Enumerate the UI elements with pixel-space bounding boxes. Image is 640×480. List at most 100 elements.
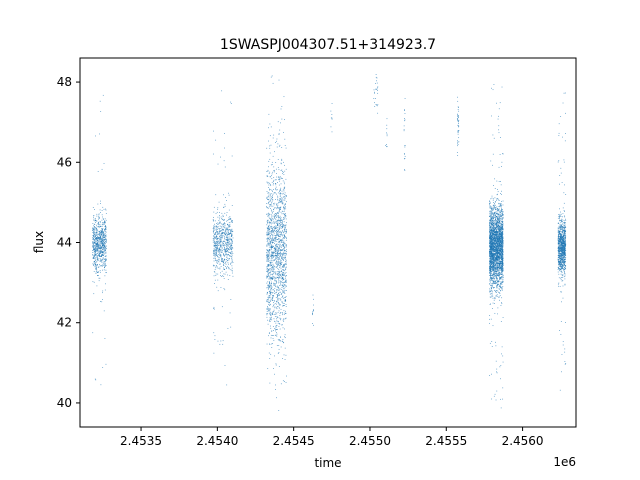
data-point bbox=[96, 228, 98, 230]
data-point bbox=[491, 232, 493, 234]
data-point bbox=[101, 266, 103, 267]
data-point bbox=[386, 128, 388, 130]
data-point bbox=[272, 155, 274, 157]
data-point bbox=[215, 139, 217, 141]
data-point bbox=[230, 299, 232, 300]
data-point bbox=[489, 257, 491, 259]
data-point bbox=[494, 268, 496, 269]
data-point bbox=[226, 220, 228, 222]
data-point bbox=[218, 232, 220, 234]
data-point bbox=[498, 252, 500, 254]
data-point bbox=[225, 239, 227, 241]
data-point bbox=[101, 210, 103, 211]
data-point bbox=[272, 292, 273, 294]
data-point bbox=[501, 277, 503, 278]
data-point bbox=[227, 257, 229, 259]
data-point bbox=[280, 170, 282, 171]
data-point bbox=[282, 284, 283, 286]
data-point bbox=[223, 240, 225, 242]
data-point bbox=[282, 192, 284, 194]
data-point bbox=[93, 258, 94, 259]
data-point bbox=[103, 224, 105, 225]
data-point bbox=[495, 270, 497, 272]
data-point bbox=[103, 248, 105, 249]
data-point bbox=[224, 244, 226, 246]
data-point bbox=[268, 199, 270, 201]
data-point bbox=[275, 283, 276, 285]
data-point bbox=[494, 218, 496, 220]
data-point bbox=[268, 198, 269, 200]
data-point bbox=[282, 319, 284, 321]
data-point bbox=[502, 267, 504, 269]
data-point bbox=[276, 306, 278, 308]
data-point bbox=[223, 288, 225, 289]
data-point bbox=[273, 252, 274, 253]
data-point bbox=[330, 110, 332, 112]
data-point bbox=[94, 245, 96, 247]
data-point bbox=[280, 284, 282, 286]
data-point bbox=[231, 250, 232, 252]
data-point bbox=[502, 269, 504, 271]
data-point bbox=[502, 242, 504, 244]
data-point bbox=[275, 257, 277, 259]
data-point bbox=[501, 286, 503, 288]
data-point bbox=[494, 274, 495, 276]
data-point bbox=[266, 213, 268, 215]
data-point bbox=[105, 208, 106, 210]
data-point bbox=[284, 252, 286, 254]
data-point bbox=[498, 232, 500, 234]
data-point bbox=[495, 262, 497, 264]
data-point bbox=[501, 303, 503, 305]
data-point bbox=[103, 208, 105, 210]
data-point bbox=[278, 253, 280, 254]
data-point bbox=[501, 208, 502, 210]
data-point bbox=[99, 264, 100, 265]
data-point bbox=[271, 239, 273, 241]
data-point bbox=[100, 241, 102, 242]
data-point bbox=[494, 276, 495, 278]
data-point bbox=[279, 291, 281, 293]
data-point bbox=[496, 223, 498, 225]
data-point bbox=[279, 261, 281, 262]
data-point bbox=[489, 220, 491, 221]
data-point bbox=[492, 274, 493, 276]
data-point bbox=[270, 264, 272, 266]
data-point bbox=[277, 262, 279, 263]
data-point bbox=[491, 211, 493, 213]
data-point bbox=[278, 207, 280, 209]
data-point bbox=[490, 274, 491, 275]
data-point bbox=[231, 205, 233, 206]
data-point bbox=[226, 256, 227, 258]
data-point bbox=[270, 262, 272, 264]
data-point bbox=[228, 219, 230, 220]
data-point bbox=[279, 317, 281, 319]
data-point bbox=[100, 260, 101, 262]
data-point bbox=[102, 243, 103, 244]
data-point bbox=[223, 254, 225, 256]
data-point bbox=[274, 306, 276, 308]
data-point bbox=[494, 238, 495, 240]
data-point bbox=[224, 223, 225, 224]
data-point bbox=[279, 272, 281, 274]
data-point bbox=[273, 255, 274, 257]
data-point bbox=[489, 234, 491, 236]
data-point bbox=[279, 230, 281, 232]
data-point bbox=[266, 308, 268, 310]
data-point bbox=[502, 267, 504, 269]
data-point bbox=[92, 241, 94, 243]
data-point bbox=[502, 242, 503, 244]
data-point bbox=[267, 233, 269, 235]
data-point bbox=[502, 251, 504, 253]
data-point bbox=[230, 243, 232, 245]
data-point bbox=[493, 233, 495, 235]
data-point bbox=[101, 247, 103, 249]
data-point bbox=[96, 269, 98, 271]
data-point bbox=[282, 244, 283, 246]
data-point bbox=[374, 106, 376, 107]
data-point bbox=[282, 296, 283, 297]
data-point bbox=[277, 234, 279, 236]
data-point bbox=[213, 211, 215, 213]
data-point bbox=[266, 292, 268, 294]
data-point bbox=[222, 275, 223, 277]
data-point bbox=[230, 252, 232, 254]
